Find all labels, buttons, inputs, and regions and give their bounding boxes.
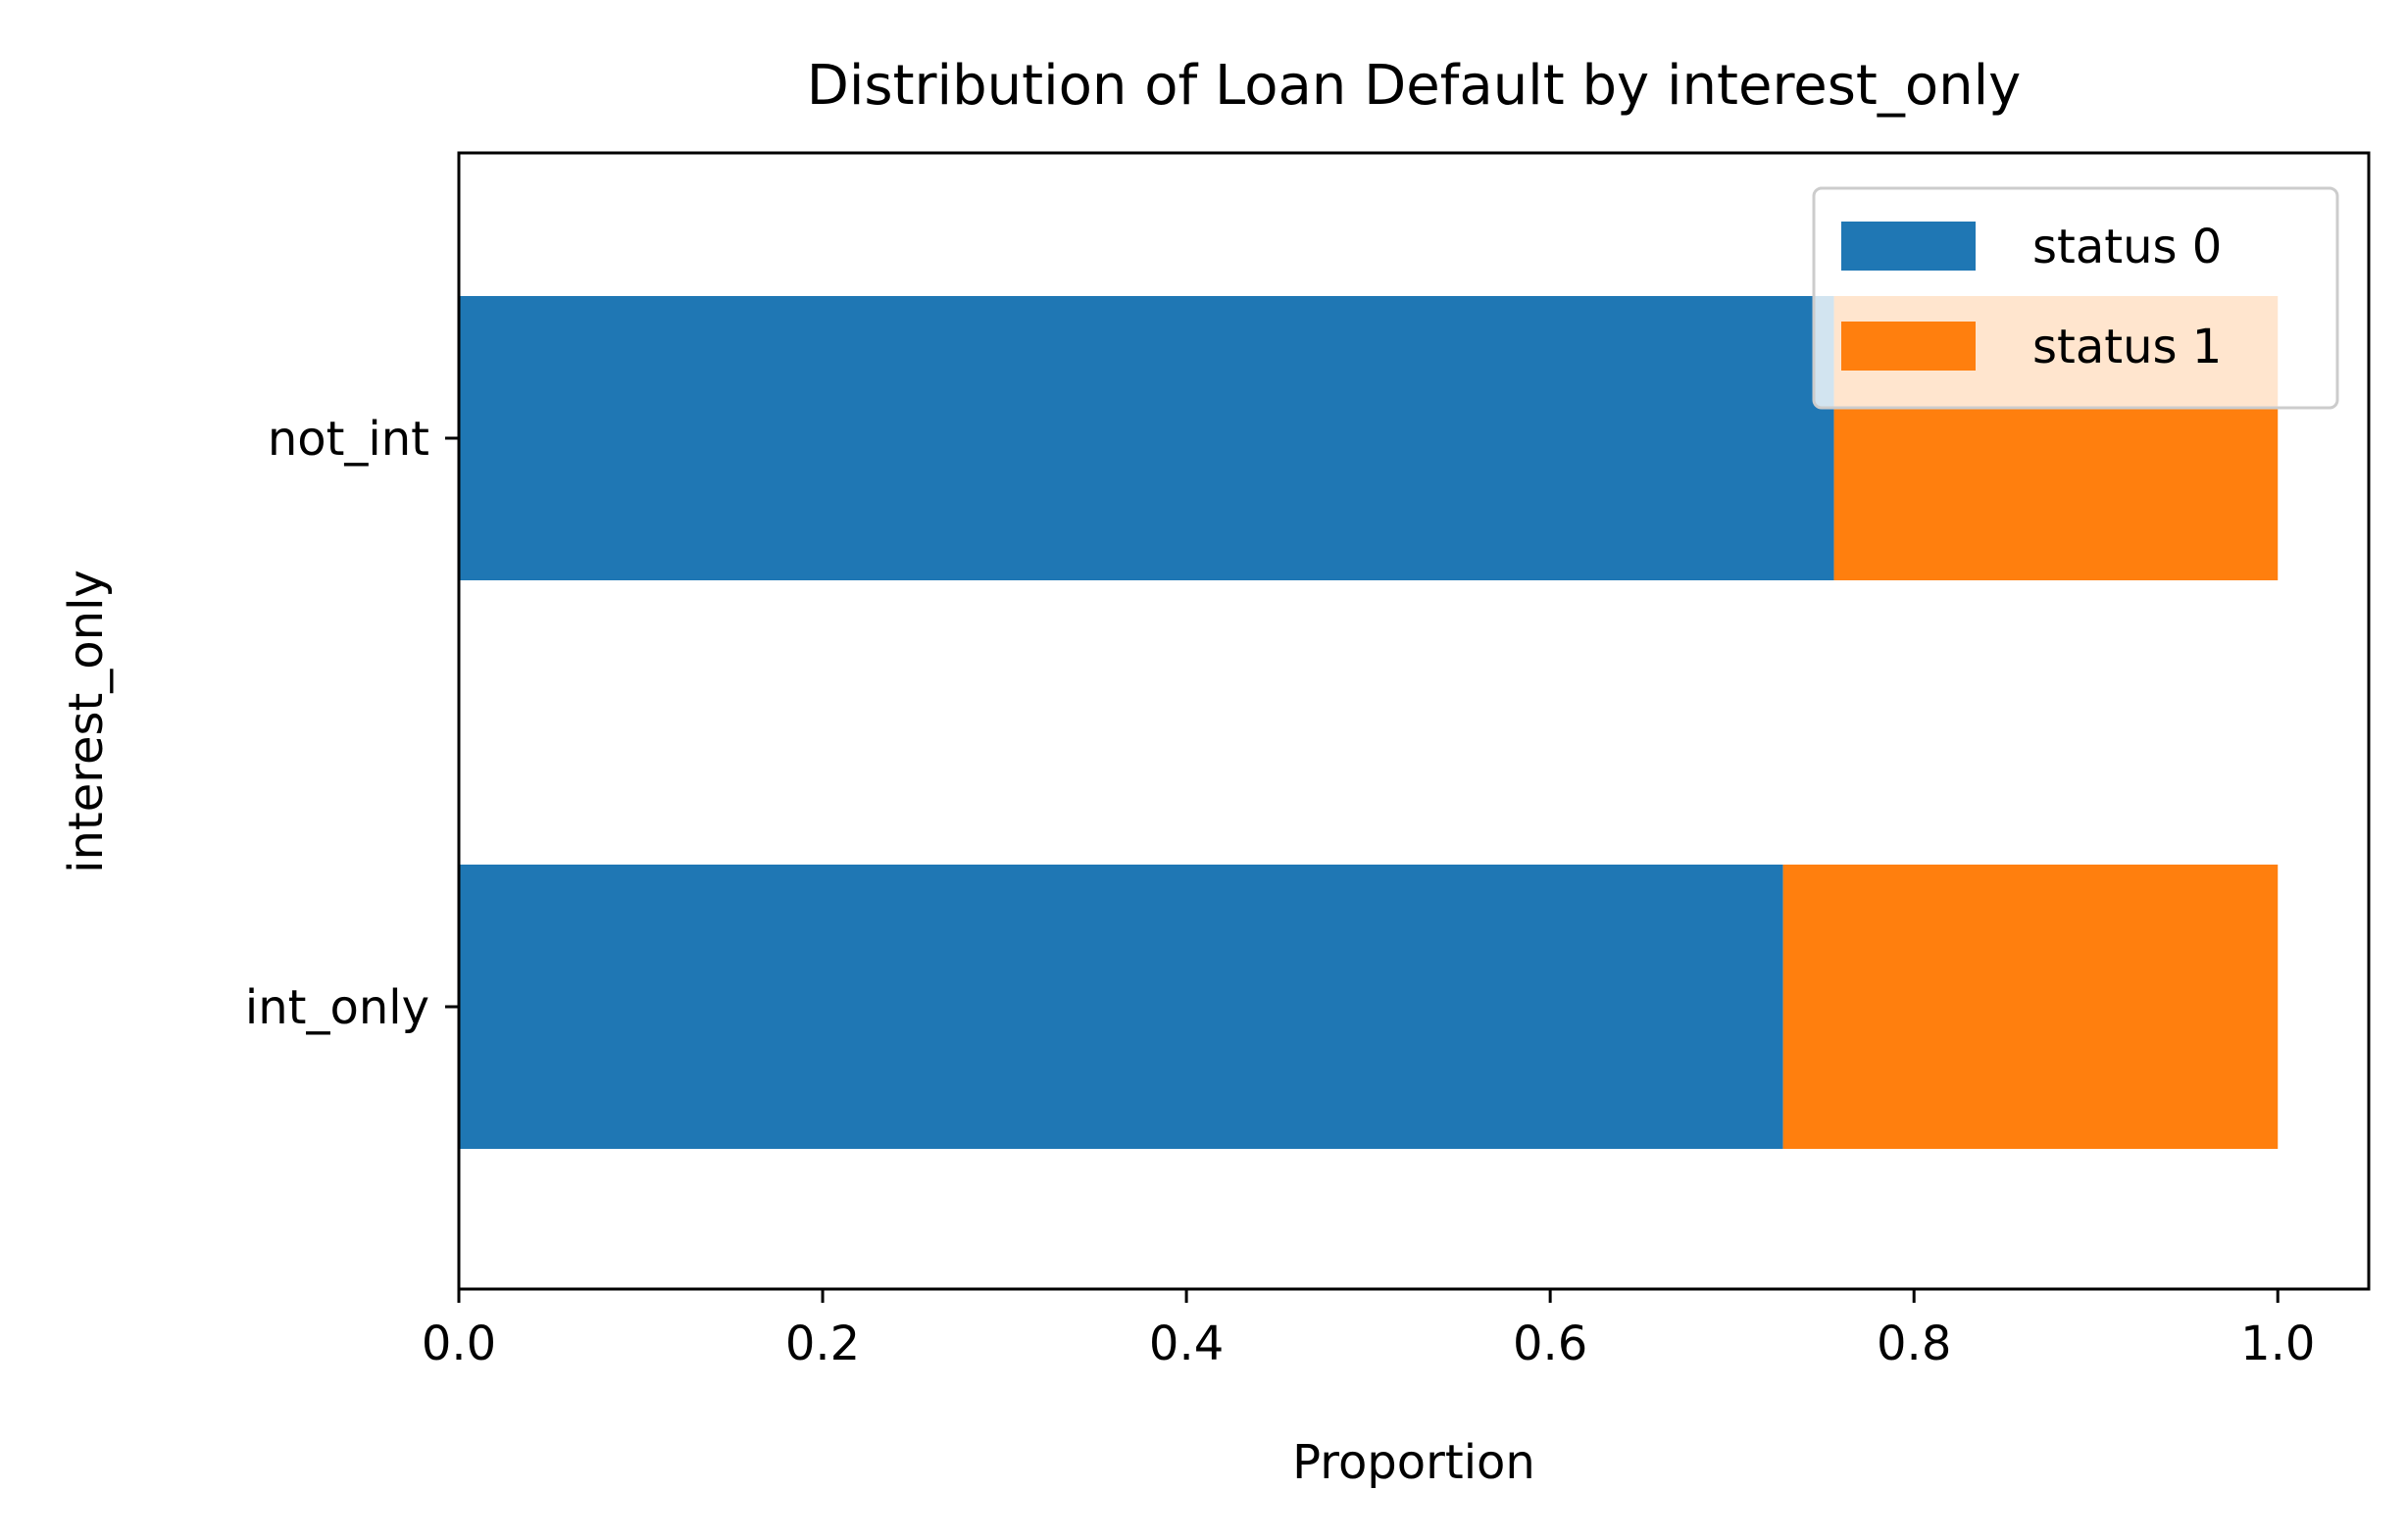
- legend: status 0 status 1: [1812, 186, 2339, 410]
- y-tick-label-int_only: int_only: [245, 980, 429, 1035]
- y-tick-label-not_int: not_int: [268, 412, 429, 467]
- x-tick-label: 0.8: [1877, 1316, 1951, 1371]
- x-axis-label: Proportion: [1292, 1435, 1535, 1490]
- legend-swatch-status-0: [1841, 222, 1976, 271]
- x-tick-label: 0.6: [1513, 1316, 1587, 1371]
- bar-not_int-status-0: [459, 296, 1834, 580]
- x-tick-label: 0.2: [785, 1316, 860, 1371]
- plot-frame: [457, 151, 2371, 1291]
- x-axis-ticks: 0.0 0.2 0.4 0.6 0.8 1.0: [422, 1289, 2315, 1371]
- legend-label-status-1: status 1: [2032, 320, 2222, 374]
- x-tick-label: 0.0: [422, 1316, 496, 1371]
- x-tick-label: 0.4: [1149, 1316, 1224, 1371]
- y-axis-label: interest_only: [59, 570, 114, 873]
- bar-int_only-status-1: [1782, 865, 2279, 1149]
- legend-swatch-status-1: [1841, 322, 1976, 371]
- bars-group: [459, 296, 2279, 1149]
- x-tick-label: 1.0: [2240, 1316, 2315, 1371]
- chart-title: Distribution of Loan Default by interest…: [807, 54, 2022, 118]
- y-axis-ticks: not_int int_only: [245, 412, 459, 1035]
- legend-label-status-0: status 0: [2032, 220, 2222, 274]
- bar-int_only-status-0: [459, 865, 1783, 1149]
